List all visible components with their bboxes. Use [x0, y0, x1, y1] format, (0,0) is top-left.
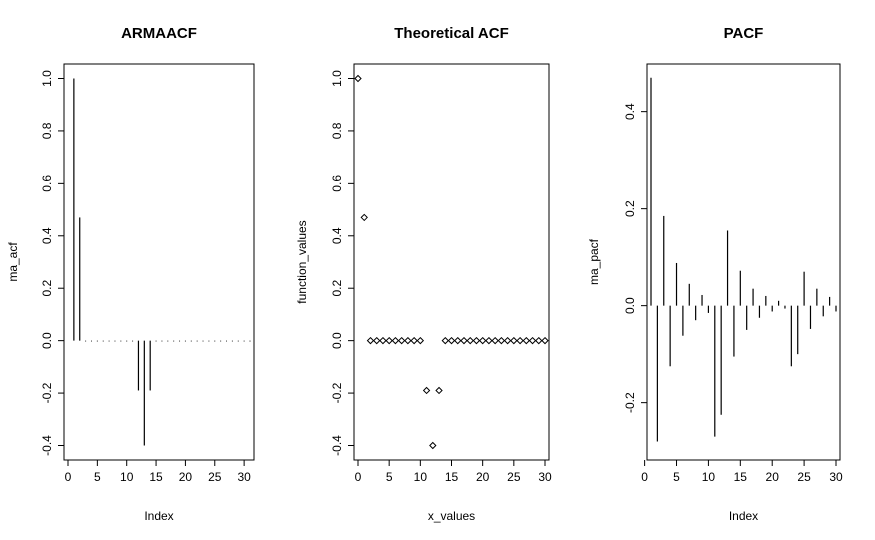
y-tick-label: -0.4 — [330, 435, 344, 456]
y-tick-label: 0.2 — [330, 280, 344, 297]
data-point — [541, 336, 549, 345]
x-axis-label: Index — [144, 509, 173, 523]
data-point — [410, 336, 418, 345]
y-tick-label: 0.4 — [330, 227, 344, 244]
y-tick-label: 0.4 — [623, 103, 637, 120]
chart-title: Theoretical ACF — [394, 25, 508, 42]
data-point — [535, 336, 543, 345]
data-point — [422, 386, 431, 395]
data-point — [510, 336, 518, 345]
x-tick-label: 0 — [355, 470, 362, 484]
y-axis-label: ma_pacf — [587, 238, 601, 285]
x-tick-label: 5 — [94, 470, 101, 484]
x-tick-label: 5 — [386, 470, 393, 484]
data-point — [379, 336, 387, 345]
y-tick-label: 0.0 — [330, 332, 344, 349]
x-tick-label: 5 — [673, 470, 680, 484]
data-point — [478, 336, 487, 345]
x-tick-label: 30 — [237, 470, 251, 484]
data-point — [391, 336, 400, 345]
y-tick-label: 0.4 — [40, 227, 54, 244]
x-tick-label: 0 — [641, 470, 648, 484]
x-tick-label: 25 — [208, 470, 222, 484]
x-tick-label: 10 — [702, 470, 716, 484]
x-tick-label: 25 — [797, 470, 811, 484]
data-point — [360, 213, 368, 222]
y-tick-label: -0.2 — [623, 392, 637, 413]
y-tick-label: 0.2 — [623, 200, 637, 217]
y-tick-label: -0.2 — [330, 382, 344, 403]
data-point — [497, 336, 506, 345]
y-tick-label: 0.0 — [40, 332, 54, 349]
y-tick-label: 0.6 — [330, 175, 344, 192]
x-tick-label: 25 — [507, 470, 521, 484]
data-point — [435, 386, 443, 395]
data-point — [372, 336, 381, 345]
y-tick-label: 1.0 — [330, 70, 344, 87]
chart-title: ARMAACF — [121, 25, 197, 42]
x-tick-label: 20 — [766, 470, 780, 484]
y-tick-label: 0.8 — [40, 122, 54, 139]
x-tick-label: 15 — [149, 470, 163, 484]
x-tick-label: 15 — [445, 470, 459, 484]
data-point — [522, 336, 531, 345]
data-point — [416, 336, 425, 345]
x-tick-label: 20 — [476, 470, 490, 484]
y-tick-label: 0.6 — [40, 175, 54, 192]
x-axis-label: x_values — [428, 509, 475, 523]
data-point — [528, 336, 537, 345]
data-point — [447, 336, 456, 345]
data-point — [385, 336, 393, 345]
data-point — [460, 336, 468, 345]
data-point — [429, 441, 437, 450]
y-tick-label: -0.4 — [40, 435, 54, 456]
data-point — [491, 336, 499, 345]
data-point — [454, 336, 462, 345]
x-tick-label: 30 — [538, 470, 552, 484]
data-point — [503, 336, 512, 345]
data-point — [404, 336, 412, 345]
y-axis-label: function_values — [295, 220, 309, 303]
x-axis-label: Index — [729, 509, 758, 523]
data-point — [472, 336, 481, 345]
y-tick-label: -0.2 — [40, 382, 54, 403]
data-point — [354, 74, 362, 83]
data-point — [366, 336, 375, 345]
x-tick-label: 30 — [829, 470, 843, 484]
data-point — [516, 336, 524, 345]
data-point — [466, 336, 474, 345]
y-axis-label: ma_acf — [6, 242, 20, 282]
plot-frame — [646, 63, 841, 461]
chart-title: PACF — [724, 25, 764, 42]
data-point — [441, 336, 449, 345]
data-point — [397, 336, 406, 345]
x-tick-label: 10 — [120, 470, 134, 484]
y-tick-label: 0.8 — [330, 122, 344, 139]
y-tick-label: 0.0 — [623, 297, 637, 314]
data-point — [485, 336, 493, 345]
x-tick-label: 0 — [65, 470, 72, 484]
x-tick-label: 10 — [414, 470, 428, 484]
y-tick-label: 1.0 — [40, 70, 54, 87]
plot-frame — [63, 63, 255, 461]
y-tick-label: 0.2 — [40, 280, 54, 297]
x-tick-label: 15 — [734, 470, 748, 484]
x-tick-label: 20 — [179, 470, 193, 484]
